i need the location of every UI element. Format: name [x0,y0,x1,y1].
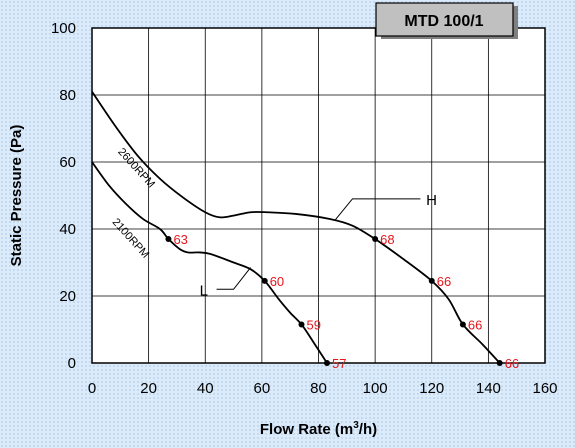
title-box [375,2,514,37]
y-tick-label: 40 [59,221,76,238]
data-point [372,236,379,243]
data-point-label: 66 [468,317,482,332]
data-point-label: 63 [173,232,187,247]
series-line-2600RPM [91,91,501,364]
callout-line-h [335,198,421,220]
data-point-label: 59 [307,317,321,332]
data-point [323,360,330,366]
chart-title: MTD 100/1 [404,13,483,30]
x-tick-label: 60 [254,380,271,397]
series-line-2100RPM [91,161,328,364]
data-point-label: 68 [380,232,394,247]
data-point [496,360,503,366]
y-tick-label: 60 [59,154,76,171]
y-axis-title: Static Pressure (Pa) [8,125,25,267]
x-tick-label: 80 [310,380,327,397]
data-point [459,321,466,328]
x-tick-label: 20 [140,380,157,397]
data-point [261,277,268,284]
x-tick-label: 100 [363,380,388,397]
x-tick-label: 140 [476,380,501,397]
x-tick-label: 40 [197,380,214,397]
data-point [428,277,435,284]
x-tick-label: 160 [532,380,557,397]
x-tick-label: 0 [88,380,96,397]
x-tick-label: 120 [419,380,444,397]
data-point-label: 60 [270,274,284,289]
callout-line-l [216,267,251,290]
curve-label-l: L [200,282,208,299]
data-point-label: 66 [505,356,519,371]
curve-label-h: H [426,192,437,209]
y-tick-label: 80 [59,87,76,104]
data-point-label: 66 [437,274,451,289]
x-axis-title: Flow Rate (m3/h) [260,420,377,438]
data-point [298,321,305,328]
data-point [165,236,172,243]
y-tick-label: 20 [59,288,76,305]
y-tick-label: 100 [51,20,76,37]
y-tick-label: 0 [68,355,76,372]
data-point-label: 57 [332,356,346,371]
